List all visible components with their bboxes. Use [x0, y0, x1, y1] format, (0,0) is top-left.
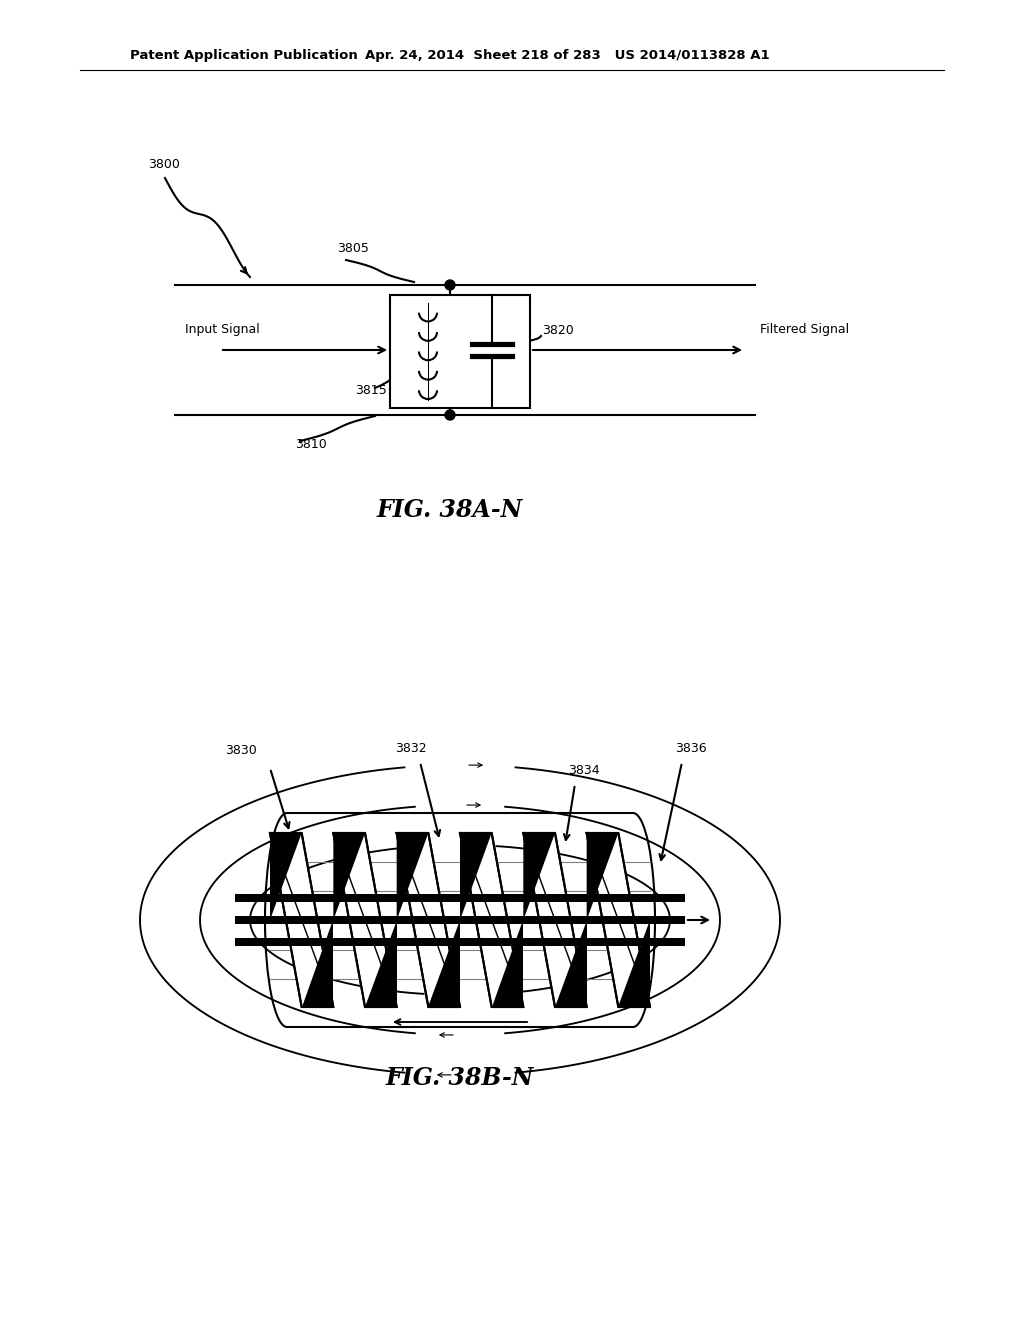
Text: 3815: 3815 — [355, 384, 387, 396]
Circle shape — [445, 411, 455, 420]
Polygon shape — [587, 833, 618, 920]
Polygon shape — [523, 833, 555, 920]
Text: 3800: 3800 — [148, 158, 180, 172]
Polygon shape — [270, 833, 334, 1007]
Polygon shape — [334, 833, 365, 920]
Polygon shape — [587, 833, 650, 1007]
Text: 3836: 3836 — [675, 742, 707, 755]
Text: 3820: 3820 — [542, 323, 573, 337]
Text: FIG. 38A-N: FIG. 38A-N — [377, 498, 523, 521]
Polygon shape — [270, 833, 302, 920]
Text: Patent Application Publication: Patent Application Publication — [130, 49, 357, 62]
Text: FIG. 38B-N: FIG. 38B-N — [386, 1067, 535, 1090]
Polygon shape — [365, 920, 396, 1007]
Polygon shape — [555, 920, 587, 1007]
Text: 3832: 3832 — [395, 742, 427, 755]
Polygon shape — [492, 920, 523, 1007]
Polygon shape — [523, 833, 587, 1007]
Polygon shape — [428, 920, 460, 1007]
Text: 3830: 3830 — [225, 743, 257, 756]
Bar — [234, 916, 685, 924]
Polygon shape — [396, 833, 460, 1007]
Polygon shape — [618, 920, 650, 1007]
Circle shape — [445, 280, 455, 290]
Polygon shape — [334, 833, 396, 1007]
Text: Input Signal: Input Signal — [185, 323, 260, 337]
Text: Filtered Signal: Filtered Signal — [760, 323, 849, 337]
Text: 3805: 3805 — [337, 242, 369, 255]
Bar — [390, 294, 530, 408]
Text: Apr. 24, 2014  Sheet 218 of 283   US 2014/0113828 A1: Apr. 24, 2014 Sheet 218 of 283 US 2014/0… — [365, 49, 770, 62]
Polygon shape — [460, 833, 523, 1007]
Text: 3810: 3810 — [295, 438, 327, 451]
Bar — [234, 939, 685, 946]
Polygon shape — [396, 833, 428, 920]
Polygon shape — [302, 920, 334, 1007]
Bar — [234, 894, 685, 902]
Polygon shape — [460, 833, 492, 920]
Text: 3834: 3834 — [568, 763, 600, 776]
